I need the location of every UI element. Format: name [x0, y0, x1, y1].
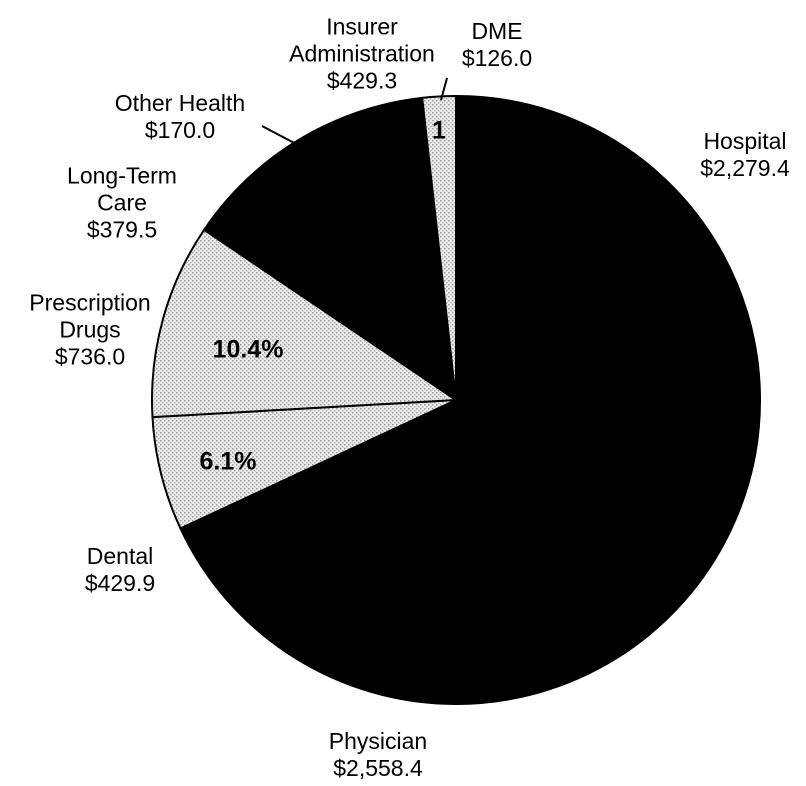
percent-label: 6.1%	[199, 447, 257, 476]
leader-line	[261, 125, 301, 147]
percent-label: 10.4%	[212, 335, 284, 364]
category-label: Other Health	[114, 90, 246, 116]
slice-label: Long-Term Care $379.5	[57, 163, 187, 244]
value-label: $2,558.4	[333, 755, 423, 781]
category-label: Physician	[328, 728, 428, 754]
category-label: Dental	[86, 543, 154, 569]
category-label: Hospital	[703, 128, 787, 154]
value-label: $736.0	[54, 343, 126, 370]
slice-label: Prescription Drugs $736.0	[15, 290, 165, 371]
category-label: DME	[471, 18, 523, 44]
percent-label: 1	[432, 116, 446, 145]
category-label: Long-Term Care	[67, 162, 177, 216]
slice-label: DME $126.0	[447, 18, 547, 72]
pie-slice	[455, 94, 761, 532]
pie-slice	[421, 94, 457, 401]
pie-slice	[151, 228, 460, 419]
slice-label: Physician $2,558.4	[298, 728, 458, 782]
slice-label: Dental $429.9	[60, 543, 180, 597]
leader-line	[440, 77, 448, 101]
value-label: $429.3	[326, 67, 398, 94]
pie-slice	[179, 398, 732, 705]
category-label: Insurer Administration	[289, 13, 435, 67]
value-label: $429.9	[84, 570, 156, 596]
slice-label: Hospital $2,279.4	[665, 128, 806, 182]
category-label: Prescription Drugs	[29, 289, 151, 343]
slices	[151, 94, 761, 705]
slice-label: Other Health $170.0	[80, 90, 280, 144]
value-label: $126.0	[461, 45, 533, 71]
value-label: $170.0	[144, 117, 216, 143]
slice-label: Insurer Administration $429.3	[262, 14, 462, 95]
value-label: $2,279.4	[700, 155, 790, 181]
value-label: $379.5	[86, 216, 158, 243]
